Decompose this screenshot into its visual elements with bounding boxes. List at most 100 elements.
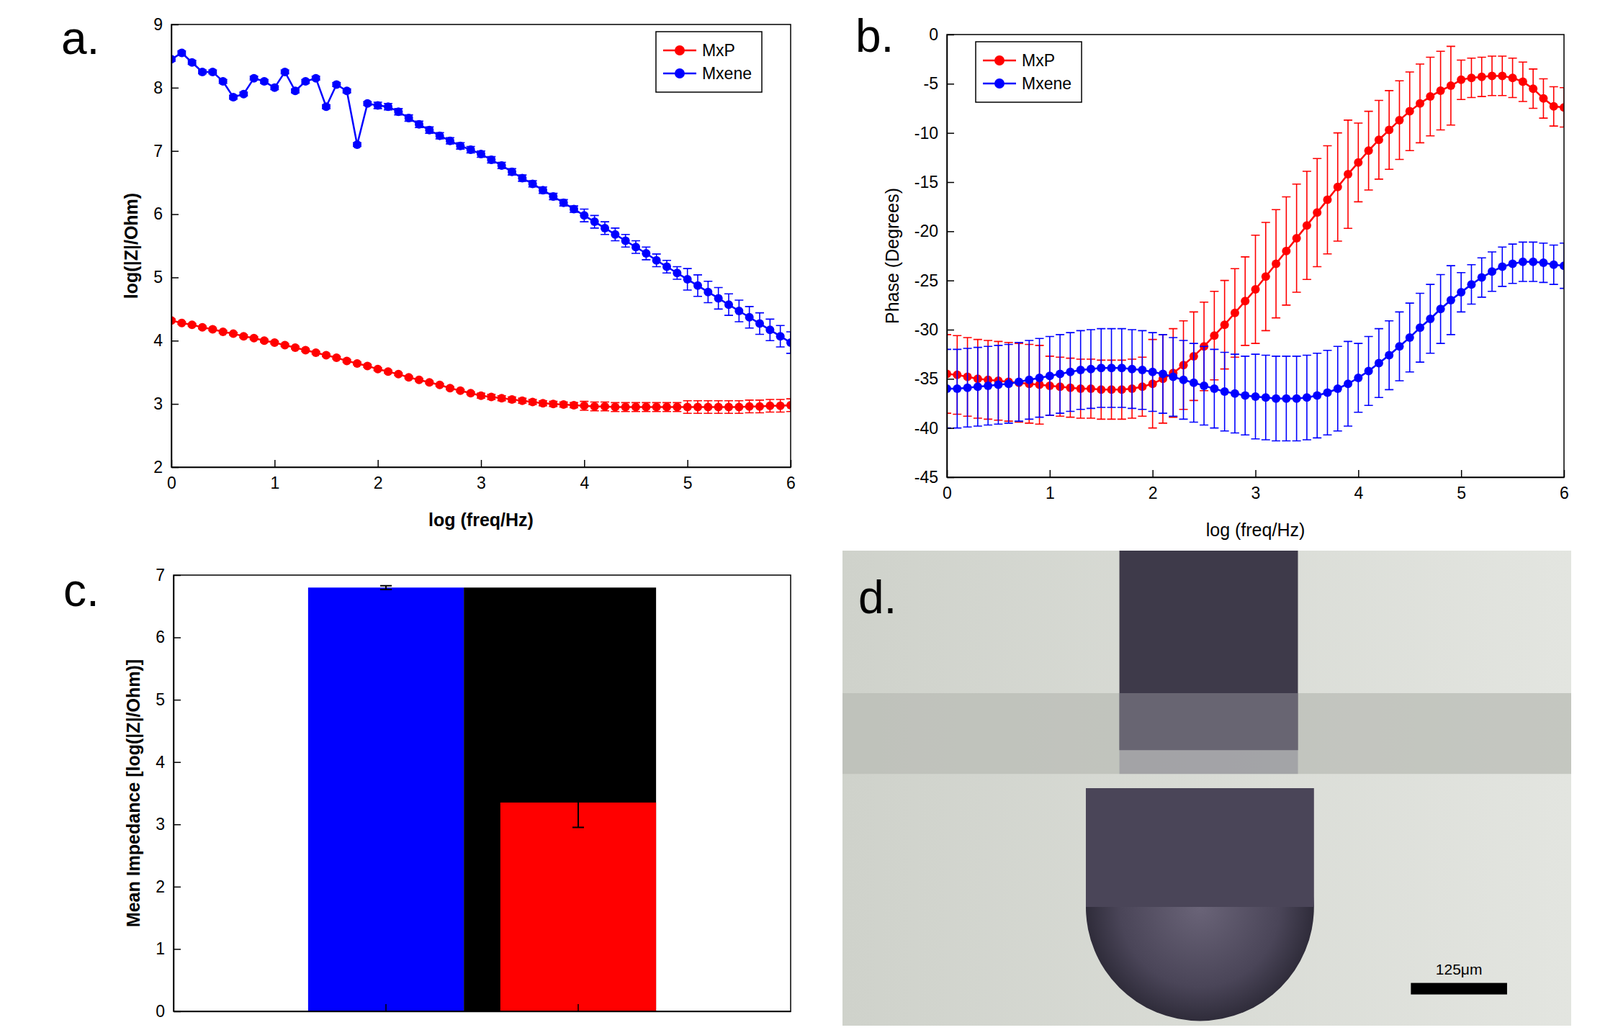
tick-mark [1563, 470, 1566, 478]
data-point [548, 399, 558, 409]
tick: 3 [153, 394, 179, 414]
data-point [249, 74, 259, 83]
plot-frame [173, 575, 791, 1012]
error-bar [1518, 61, 1528, 102]
data-point [714, 403, 723, 412]
panel-label: b. [855, 10, 894, 62]
data-point [1251, 392, 1261, 402]
data-point [1364, 366, 1374, 376]
data-point [1353, 158, 1363, 168]
data-point [1497, 71, 1507, 80]
tick-mark [1255, 470, 1257, 478]
data-point [1312, 391, 1322, 401]
data-point [208, 67, 217, 77]
tick-mark [171, 24, 179, 26]
data-point [208, 324, 217, 334]
axis-title: log (freq/Hz) [428, 509, 534, 530]
tick-mark [946, 83, 955, 85]
data-point [1353, 373, 1363, 383]
tick-label: -20 [914, 221, 939, 241]
error-bar [1035, 338, 1045, 417]
error-bar [1405, 72, 1415, 151]
tick: 1 [1045, 470, 1055, 503]
data-point [1055, 370, 1065, 379]
image-background [842, 550, 1572, 1027]
tick: 3 [1251, 470, 1261, 503]
error-bar [1292, 356, 1302, 442]
error-bar [662, 260, 672, 274]
series [171, 48, 791, 354]
tick-mark [577, 1004, 579, 1012]
data-point [1477, 72, 1487, 82]
tick-label: 0 [942, 483, 952, 503]
error-bar [1559, 87, 1564, 128]
data-point [1312, 208, 1322, 217]
error-bar [745, 306, 754, 329]
data-point [963, 383, 973, 393]
error-bar [1055, 334, 1065, 414]
data-point [1127, 365, 1137, 374]
data-point [1384, 126, 1394, 135]
axis: 23456789 [153, 15, 179, 477]
tick-mark [946, 182, 955, 184]
error-bar [621, 234, 631, 248]
tick: 9 [153, 15, 179, 34]
tick-label: 3 [1251, 483, 1261, 503]
data-point [362, 99, 372, 109]
data-point [1364, 146, 1374, 155]
error-bar [734, 401, 744, 415]
tick-mark [481, 460, 483, 468]
error-bar [1251, 235, 1261, 344]
tick: -20 [914, 221, 955, 241]
tick-mark [173, 637, 181, 639]
data-point [1405, 107, 1415, 116]
tick: 2 [155, 877, 181, 897]
axis [174, 1004, 792, 1013]
data-point [528, 398, 538, 407]
data-point [1117, 363, 1127, 373]
data-point [1209, 331, 1219, 340]
data-point [383, 367, 393, 376]
legend-label: MxP [1021, 51, 1055, 70]
error-bar [1487, 252, 1497, 292]
data-point [652, 256, 662, 265]
data-point [776, 331, 785, 341]
error-bar [1528, 69, 1538, 109]
error-bar [652, 254, 662, 268]
data-point [259, 77, 269, 86]
tick-mark [686, 460, 689, 468]
error-bar [1271, 209, 1281, 318]
data-point [1559, 102, 1564, 112]
panel-label: c. [63, 564, 100, 617]
tick-label: -10 [914, 123, 939, 143]
error-bar [1312, 158, 1322, 267]
data-point [187, 320, 197, 330]
data-point [352, 359, 362, 368]
data-point [569, 205, 579, 214]
data-point [1425, 314, 1435, 324]
data-line [171, 53, 791, 343]
data-point [1394, 115, 1404, 125]
error-bar [1322, 145, 1332, 254]
tick [577, 1004, 579, 1012]
error-bar [1158, 334, 1168, 414]
data-point [1436, 304, 1446, 314]
tick-mark [171, 150, 179, 152]
error-bar [1096, 329, 1106, 408]
data-point [1220, 320, 1230, 330]
data-point [1487, 71, 1497, 80]
error-bar [1466, 264, 1476, 305]
data-point [693, 281, 703, 291]
error-bar [1230, 268, 1240, 358]
data-point [672, 268, 682, 278]
tick: 6 [786, 460, 796, 493]
axis-title: Phase (Degrees) [882, 187, 903, 325]
error-bar [1240, 356, 1250, 435]
error-bar [1281, 356, 1291, 442]
tick-mark [946, 132, 955, 134]
data-point [177, 318, 186, 328]
tick-label: 0 [167, 473, 177, 493]
data-point [1271, 259, 1281, 268]
tick-mark [171, 467, 179, 469]
tick-mark [173, 824, 181, 826]
